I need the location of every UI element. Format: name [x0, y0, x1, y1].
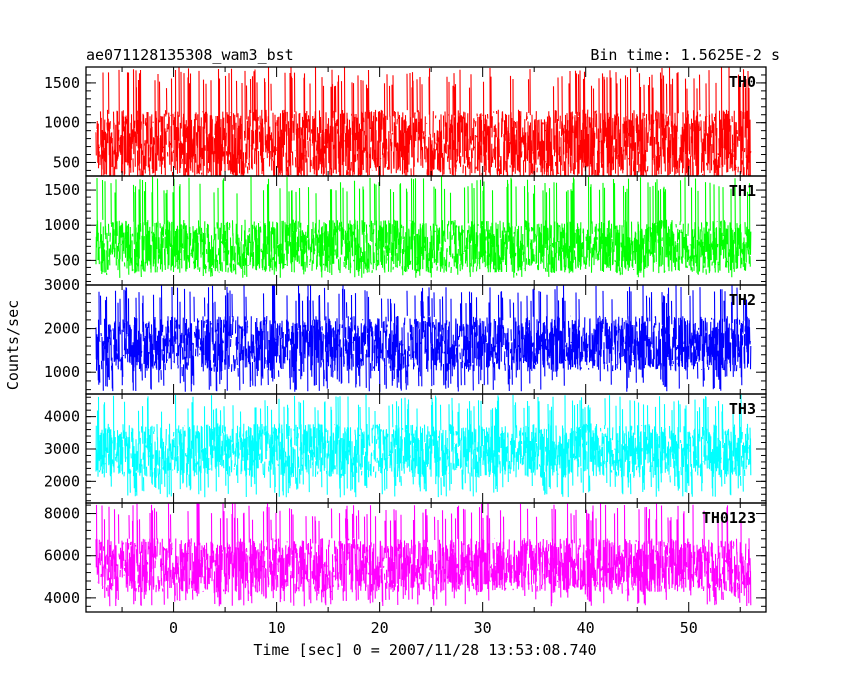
y-tick-label: 4000 — [44, 589, 80, 607]
x-tick-label: 30 — [474, 619, 492, 637]
series-th0123-line — [95, 503, 752, 607]
series-th3-line — [95, 394, 752, 498]
panel-label-th2: TH2 — [729, 291, 756, 309]
y-tick-label: 2000 — [44, 472, 80, 490]
y-tick-label: 1500 — [44, 181, 80, 199]
chart-title: ae071128135308_wam3_bst — [86, 46, 294, 64]
x-tick-label: 40 — [577, 619, 595, 637]
y-tick-label: 6000 — [44, 547, 80, 565]
y-tick-label: 1000 — [44, 363, 80, 381]
x-tick-label: 50 — [680, 619, 698, 637]
x-axis-label: Time [sec] 0 = 2007/11/28 13:53:08.740 — [253, 641, 596, 659]
y-tick-label: 8000 — [44, 505, 80, 523]
y-tick-label: 2000 — [44, 320, 80, 338]
y-tick-label: 1000 — [44, 114, 80, 132]
y-axis-label: Counts/sec — [4, 300, 22, 390]
panel-label-th1: TH1 — [729, 182, 756, 200]
bin-time-label: Bin time: 1.5625E-2 s — [590, 46, 780, 64]
y-tick-label: 3000 — [44, 440, 80, 458]
panel-frame — [85, 502, 767, 613]
x-tick-label: 0 — [169, 619, 178, 637]
series-th0-line — [95, 67, 752, 176]
panel-label-th3: TH3 — [729, 400, 756, 418]
y-tick-label: 1000 — [44, 216, 80, 234]
x-tick-label: 10 — [268, 619, 286, 637]
x-tick-label: 20 — [371, 619, 389, 637]
series-th1-line — [95, 176, 752, 278]
panel-label-th0: TH0 — [729, 73, 756, 91]
series-th2-line — [95, 285, 752, 392]
y-tick-label: 4000 — [44, 408, 80, 426]
y-tick-label: 1500 — [44, 74, 80, 92]
y-tick-label: 500 — [53, 153, 80, 171]
panel-label-th0123: TH0123 — [702, 509, 756, 527]
y-tick-label: 500 — [53, 251, 80, 269]
y-tick-label: 3000 — [44, 276, 80, 294]
